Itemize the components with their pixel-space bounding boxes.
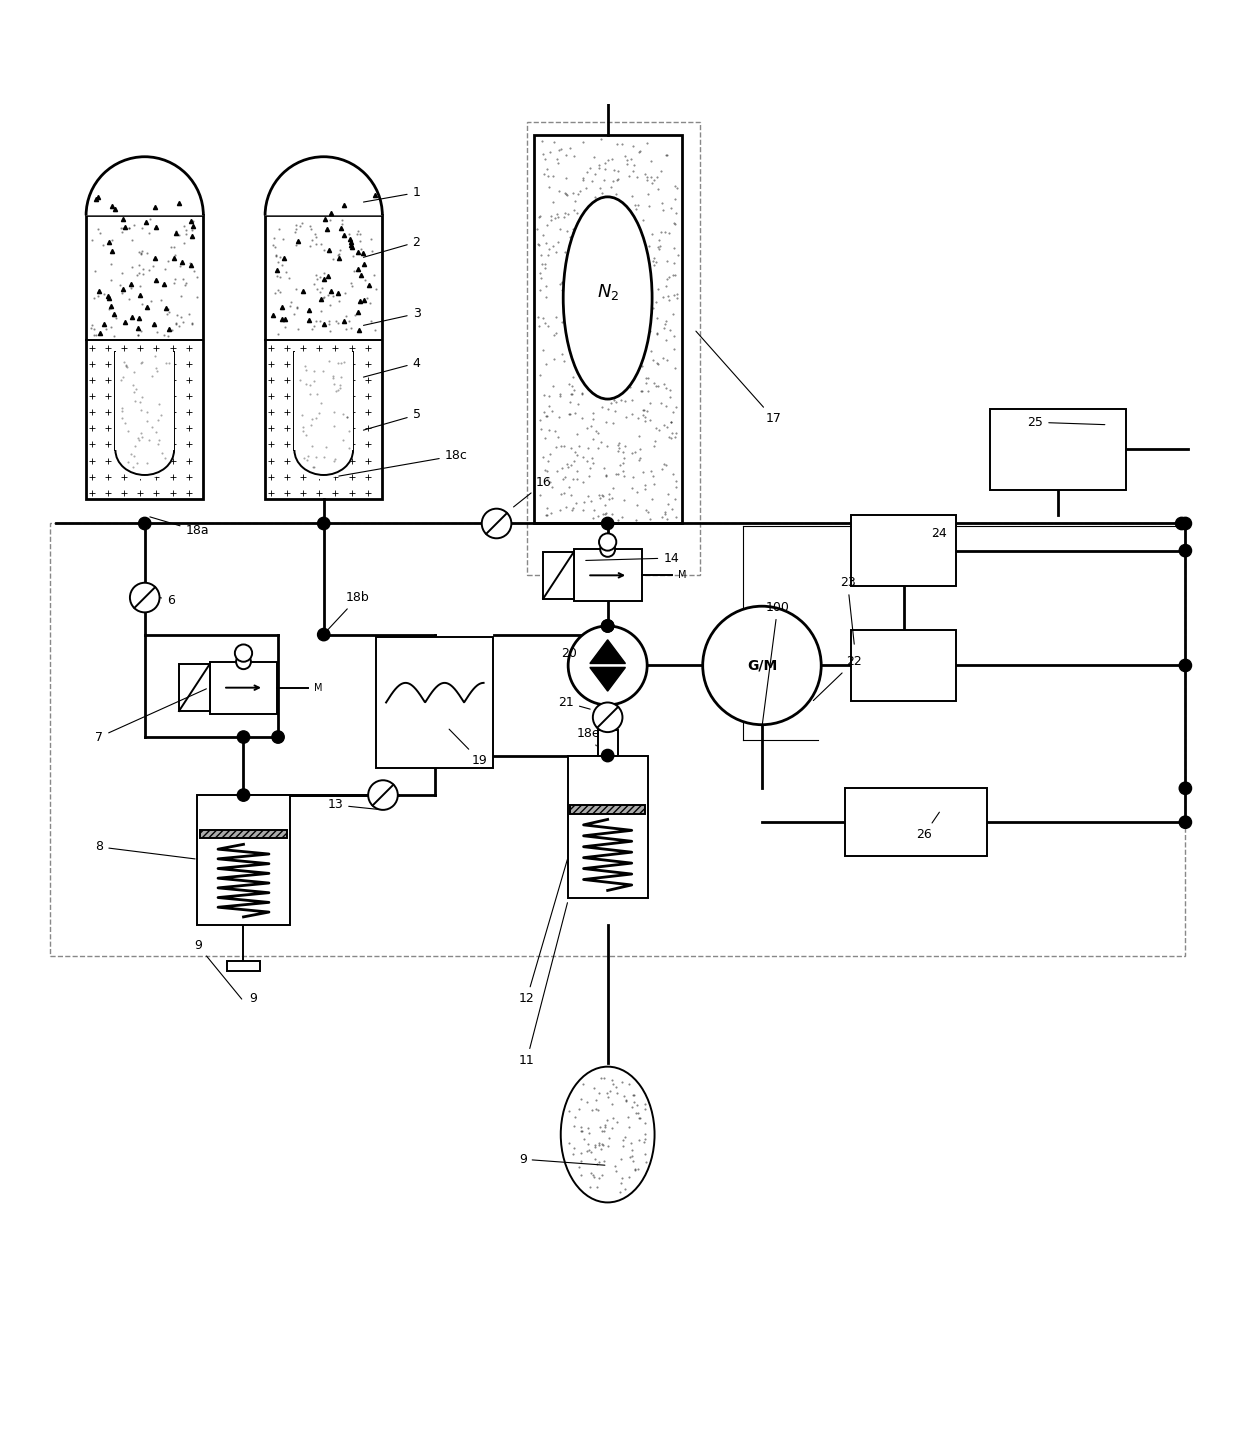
Text: 17: 17 bbox=[696, 332, 781, 425]
Circle shape bbox=[703, 606, 821, 725]
Bar bbox=[265, 215, 382, 499]
Circle shape bbox=[568, 626, 647, 705]
Text: 100: 100 bbox=[763, 601, 790, 724]
Text: 7: 7 bbox=[95, 689, 206, 744]
Bar bbox=[852, 515, 956, 587]
Text: 24: 24 bbox=[931, 526, 947, 539]
Circle shape bbox=[237, 789, 249, 802]
Text: 23: 23 bbox=[839, 577, 856, 645]
Text: 18c: 18c bbox=[339, 448, 467, 476]
Text: 9: 9 bbox=[518, 1152, 605, 1165]
Wedge shape bbox=[265, 157, 382, 215]
Text: M: M bbox=[678, 571, 687, 580]
Circle shape bbox=[1176, 518, 1188, 529]
Circle shape bbox=[601, 620, 614, 632]
Ellipse shape bbox=[563, 198, 652, 399]
Polygon shape bbox=[590, 640, 625, 663]
Circle shape bbox=[236, 655, 250, 669]
Circle shape bbox=[1179, 518, 1192, 529]
Circle shape bbox=[600, 542, 615, 557]
Text: 5: 5 bbox=[363, 408, 420, 430]
Bar bbox=[179, 665, 210, 711]
Bar bbox=[115, 352, 174, 450]
Text: 6: 6 bbox=[160, 594, 175, 607]
Circle shape bbox=[317, 518, 330, 529]
Text: 21: 21 bbox=[558, 696, 590, 709]
Text: 20: 20 bbox=[560, 646, 577, 659]
Text: 16: 16 bbox=[513, 476, 552, 508]
Text: 11: 11 bbox=[518, 903, 568, 1067]
Bar bbox=[200, 829, 288, 838]
Circle shape bbox=[1179, 545, 1192, 557]
Bar bbox=[598, 730, 618, 756]
Text: 14: 14 bbox=[585, 551, 680, 565]
Circle shape bbox=[272, 731, 284, 743]
Bar bbox=[50, 523, 1185, 956]
Text: 18e: 18e bbox=[577, 727, 600, 746]
Circle shape bbox=[1179, 782, 1192, 795]
Circle shape bbox=[317, 629, 330, 640]
Text: 9: 9 bbox=[249, 992, 258, 1005]
Text: 4: 4 bbox=[363, 356, 420, 378]
Circle shape bbox=[1179, 816, 1192, 828]
Wedge shape bbox=[86, 157, 203, 215]
Bar bbox=[991, 410, 1126, 489]
Wedge shape bbox=[115, 450, 174, 479]
Bar bbox=[568, 756, 647, 897]
Text: 9: 9 bbox=[195, 939, 242, 999]
Bar bbox=[210, 662, 278, 714]
Text: 1: 1 bbox=[363, 186, 420, 202]
Circle shape bbox=[601, 620, 614, 632]
Circle shape bbox=[368, 780, 398, 810]
Text: 8: 8 bbox=[95, 841, 195, 859]
Bar bbox=[574, 549, 641, 601]
Bar bbox=[543, 552, 574, 598]
Circle shape bbox=[601, 750, 614, 761]
Circle shape bbox=[130, 583, 160, 613]
Bar bbox=[852, 630, 956, 701]
Circle shape bbox=[1179, 659, 1192, 672]
Wedge shape bbox=[294, 450, 353, 479]
Text: 12: 12 bbox=[518, 859, 568, 1005]
Bar bbox=[376, 637, 494, 769]
Circle shape bbox=[139, 518, 151, 529]
Bar bbox=[197, 795, 290, 924]
Circle shape bbox=[234, 645, 252, 662]
Circle shape bbox=[482, 509, 511, 538]
Circle shape bbox=[601, 518, 614, 529]
Text: 25: 25 bbox=[1028, 415, 1105, 428]
Text: G/M: G/M bbox=[746, 659, 777, 672]
Text: 3: 3 bbox=[363, 307, 420, 326]
Bar bbox=[294, 352, 353, 450]
Text: 22: 22 bbox=[813, 655, 862, 701]
Bar bbox=[570, 805, 645, 815]
Text: M: M bbox=[314, 682, 322, 692]
Bar bbox=[533, 134, 682, 523]
Circle shape bbox=[593, 702, 622, 733]
Circle shape bbox=[599, 534, 616, 551]
Text: $N_2$: $N_2$ bbox=[596, 281, 619, 301]
Bar bbox=[846, 789, 987, 857]
Bar bbox=[527, 123, 701, 575]
Polygon shape bbox=[590, 668, 625, 691]
Text: 18a: 18a bbox=[150, 516, 210, 538]
Bar bbox=[227, 960, 259, 972]
Text: 18b: 18b bbox=[320, 591, 370, 639]
Text: 2: 2 bbox=[363, 235, 420, 257]
Text: 19: 19 bbox=[449, 730, 487, 767]
Circle shape bbox=[237, 731, 249, 743]
Text: 13: 13 bbox=[327, 799, 381, 812]
Bar bbox=[86, 215, 203, 499]
Text: 26: 26 bbox=[916, 812, 940, 841]
